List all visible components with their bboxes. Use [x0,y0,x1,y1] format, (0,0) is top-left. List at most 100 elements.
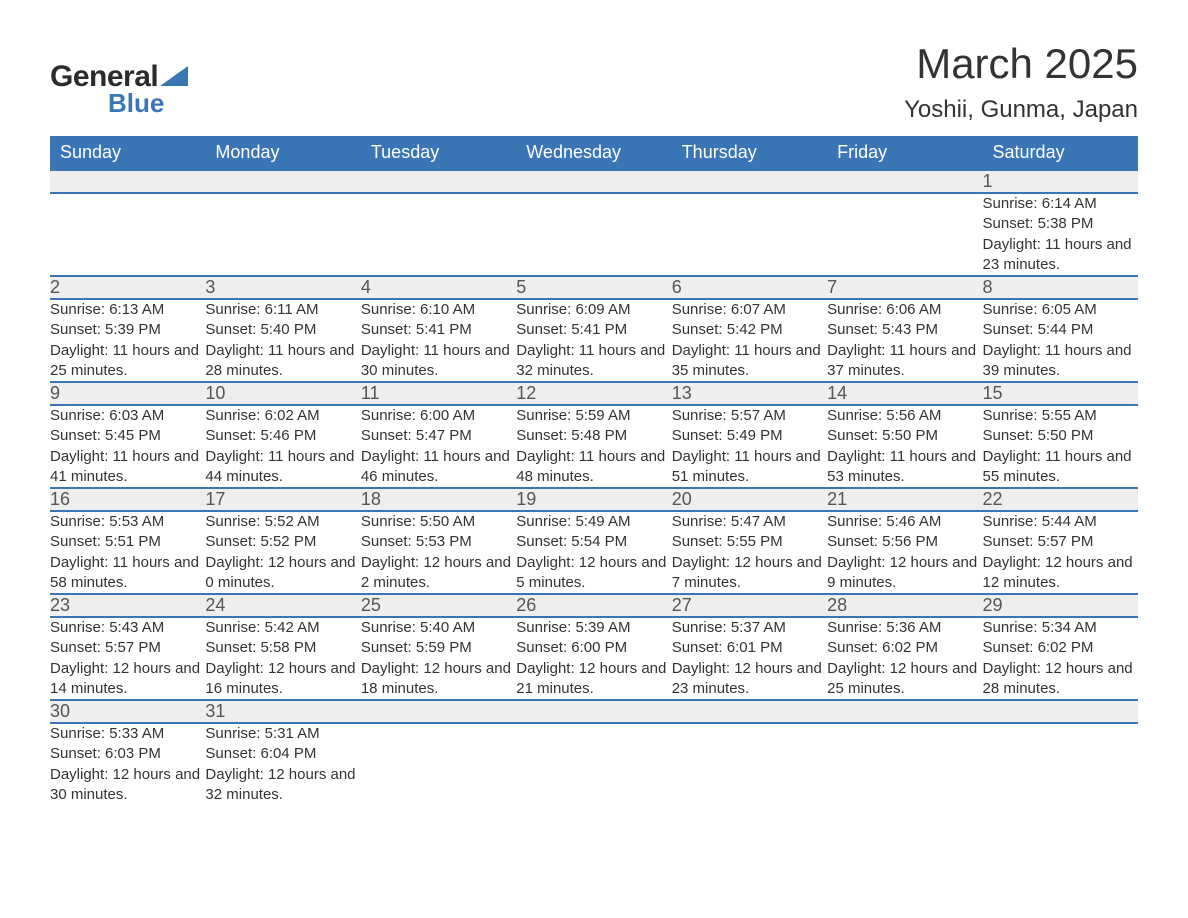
day-number-cell: 10 [205,382,360,405]
day-number-cell: 8 [983,276,1138,299]
day-number-cell: 7 [827,276,982,299]
detail-row: Sunrise: 5:43 AMSunset: 5:57 PMDaylight:… [50,617,1138,700]
sunset-line: Sunset: 5:55 PM [672,532,827,552]
sunset-line: Sunset: 5:41 PM [516,320,671,340]
sunset-line: Sunset: 5:58 PM [205,638,360,658]
daylight-line: Daylight: 12 hours and 9 minutes. [827,553,982,594]
daylight-line: Daylight: 11 hours and 39 minutes. [983,341,1138,382]
brand-name-2: Blue [108,88,188,119]
detail-row: Sunrise: 5:33 AMSunset: 6:03 PMDaylight:… [50,723,1138,805]
day-number-cell: 2 [50,276,205,299]
sunset-line: Sunset: 5:54 PM [516,532,671,552]
daylight-line: Daylight: 12 hours and 5 minutes. [516,553,671,594]
sunset-line: Sunset: 5:53 PM [361,532,516,552]
sunrise-line: Sunrise: 5:47 AM [672,512,827,532]
day-number-cell: 6 [672,276,827,299]
daylight-line: Daylight: 11 hours and 37 minutes. [827,341,982,382]
sunset-line: Sunset: 5:47 PM [361,426,516,446]
sunrise-line: Sunrise: 5:39 AM [516,618,671,638]
day-number-cell: 3 [205,276,360,299]
sunrise-line: Sunrise: 5:53 AM [50,512,205,532]
day-number-cell: 30 [50,700,205,723]
day-number-cell [672,170,827,193]
sunrise-line: Sunrise: 6:06 AM [827,300,982,320]
daylight-line: Daylight: 11 hours and 23 minutes. [983,235,1138,276]
day-detail-cell: Sunrise: 5:53 AMSunset: 5:51 PMDaylight:… [50,511,205,594]
sunrise-line: Sunrise: 5:49 AM [516,512,671,532]
daylight-line: Daylight: 12 hours and 32 minutes. [205,765,360,806]
daylight-line: Daylight: 12 hours and 14 minutes. [50,659,205,700]
day-number-cell [361,170,516,193]
day-number-cell: 12 [516,382,671,405]
daylight-line: Daylight: 11 hours and 55 minutes. [983,447,1138,488]
sunrise-line: Sunrise: 6:02 AM [205,406,360,426]
daylight-line: Daylight: 11 hours and 46 minutes. [361,447,516,488]
day-number-cell: 5 [516,276,671,299]
day-detail-cell: Sunrise: 5:37 AMSunset: 6:01 PMDaylight:… [672,617,827,700]
daylight-line: Daylight: 11 hours and 44 minutes. [205,447,360,488]
daylight-line: Daylight: 11 hours and 32 minutes. [516,341,671,382]
sunset-line: Sunset: 5:40 PM [205,320,360,340]
sunrise-line: Sunrise: 5:42 AM [205,618,360,638]
day-number-cell [827,170,982,193]
day-detail-cell: Sunrise: 5:31 AMSunset: 6:04 PMDaylight:… [205,723,360,805]
daylight-line: Daylight: 11 hours and 25 minutes. [50,341,205,382]
daynum-row: 23242526272829 [50,594,1138,617]
detail-row: Sunrise: 5:53 AMSunset: 5:51 PM Daylight:… [50,511,1138,594]
daylight-line: Daylight: 12 hours and 21 minutes. [516,659,671,700]
daylight-line: Daylight: 11 hours and 28 minutes. [205,341,360,382]
sunset-line: Sunset: 5:41 PM [361,320,516,340]
day-detail-cell: Sunrise: 6:00 AMSunset: 5:47 PMDaylight:… [361,405,516,488]
day-number-cell [50,170,205,193]
day-detail-cell: Sunrise: 5:36 AMSunset: 6:02 PMDaylight:… [827,617,982,700]
day-number-cell: 29 [983,594,1138,617]
day-detail-cell: Sunrise: 6:13 AMSunset: 5:39 PMDaylight:… [50,299,205,382]
daylight-line: Daylight: 12 hours and 7 minutes. [672,553,827,594]
daylight-line: Daylight: 11 hours and 51 minutes. [672,447,827,488]
day-detail-cell [516,193,671,276]
daylight-line: Daylight: 12 hours and 23 minutes. [672,659,827,700]
day-number-cell [205,170,360,193]
day-number-cell: 23 [50,594,205,617]
day-number-cell: 16 [50,488,205,511]
daynum-row: 2345678 [50,276,1138,299]
daylight-line: Daylight: 12 hours and 2 minutes. [361,553,516,594]
day-header: Tuesday [361,136,516,170]
sunrise-line: Sunrise: 5:37 AM [672,618,827,638]
day-detail-cell: Sunrise: 5:33 AMSunset: 6:03 PMDaylight:… [50,723,205,805]
day-detail-cell: Sunrise: 5:52 AMSunset: 5:52 PMDaylight:… [205,511,360,594]
sunset-line: Sunset: 6:02 PM [827,638,982,658]
sunrise-line: Sunrise: 5:55 AM [983,406,1138,426]
day-detail-cell: Sunrise: 6:05 AMSunset: 5:44 PMDaylight:… [983,299,1138,382]
sunrise-line: Sunrise: 6:03 AM [50,406,205,426]
sunrise-line: Sunrise: 5:43 AM [50,618,205,638]
day-number-cell: 9 [50,382,205,405]
day-detail-cell [983,723,1138,805]
sunset-line: Sunset: 5:45 PM [50,426,205,446]
location-text: Yoshii, Gunma, Japan [904,96,1138,124]
daylight-line: Daylight: 12 hours and 28 minutes. [983,659,1138,700]
day-detail-cell [516,723,671,805]
day-detail-cell: Sunrise: 5:42 AMSunset: 5:58 PMDaylight:… [205,617,360,700]
detail-row: Sunrise: 6:14 AMSunset: 5:38 PMDaylight:… [50,193,1138,276]
day-detail-cell [50,193,205,276]
sunset-line: Sunset: 6:01 PM [672,638,827,658]
day-detail-cell: Sunrise: 6:03 AMSunset: 5:45 PMDaylight:… [50,405,205,488]
day-detail-cell: Sunrise: 5:34 AMSunset: 6:02 PMDaylight:… [983,617,1138,700]
day-detail-cell [361,193,516,276]
sunset-line: Sunset: 5:42 PM [672,320,827,340]
day-detail-cell: Sunrise: 5:59 AMSunset: 5:48 PMDaylight:… [516,405,671,488]
sunset-line: Sunset: 5:59 PM [361,638,516,658]
day-number-cell: 11 [361,382,516,405]
sunrise-line: Sunrise: 6:10 AM [361,300,516,320]
day-detail-cell: Sunrise: 6:11 AMSunset: 5:40 PMDaylight:… [205,299,360,382]
day-detail-cell [205,193,360,276]
day-header: Thursday [672,136,827,170]
day-detail-cell [672,193,827,276]
day-header: Monday [205,136,360,170]
sunset-line: Sunset: 6:02 PM [983,638,1138,658]
sunset-line: Sunset: 5:51 PM [50,532,205,552]
day-detail-cell: Sunrise: 5:40 AMSunset: 5:59 PMDaylight:… [361,617,516,700]
day-number-cell: 21 [827,488,982,511]
sunrise-line: Sunrise: 6:00 AM [361,406,516,426]
